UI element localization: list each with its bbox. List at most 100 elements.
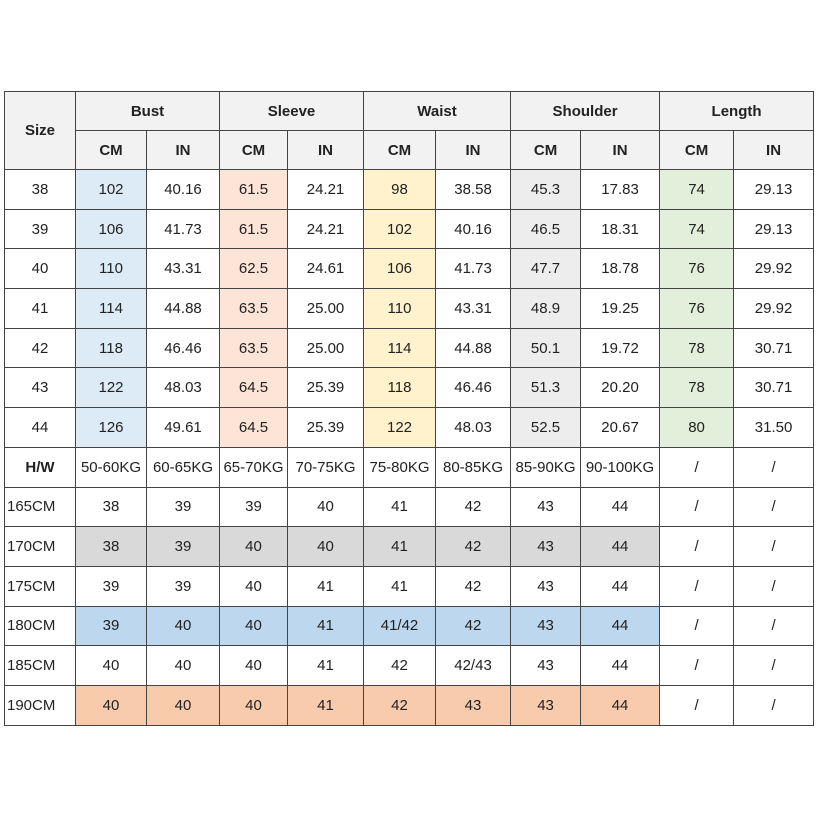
table-cell: 44 <box>580 645 661 686</box>
table-cell: 17.83 <box>580 169 661 210</box>
table-cell: 46.5 <box>510 208 582 250</box>
table-cell: 114 <box>363 327 437 369</box>
table-cell: 51.3 <box>510 367 582 409</box>
size-header: Size <box>4 91 76 170</box>
table-cell: 102 <box>75 169 147 210</box>
table-row: 44 126 49.61 64.5 25.39 122 48.03 52.5 20.67 80 31… <box>4 407 815 448</box>
table-cell: / <box>733 605 815 647</box>
table-cell: 45.3 <box>510 169 582 210</box>
table-cell: 38 <box>75 486 147 528</box>
table-cell: 43 <box>510 645 582 686</box>
table-cell: 44.88 <box>146 288 220 329</box>
table-row: 43 122 48.03 64.5 25.39 118 46.46 51.3 20.20 78 30… <box>4 367 815 409</box>
table-cell: 41 <box>363 486 437 528</box>
table-cell: 122 <box>75 367 147 409</box>
table-cell: 40 <box>286 526 365 567</box>
table-cell: 43.31 <box>435 288 512 329</box>
table-cell: / <box>733 486 815 528</box>
table-cell: 40 <box>219 605 288 647</box>
table-row: 190CM 40 40 40 41 42 43 43 44// <box>4 684 815 726</box>
unit-header: CM <box>75 130 147 170</box>
table-cell: / <box>659 446 735 488</box>
group-header: Length <box>659 91 815 131</box>
group-header: Shoulder <box>510 91 661 131</box>
table-cell: 29.92 <box>733 248 815 290</box>
table-cell: 47.7 <box>510 248 582 290</box>
table-cell: 46.46 <box>435 367 512 409</box>
table-cell: 43 <box>435 684 512 726</box>
table-cell: 40 <box>219 684 288 726</box>
table-cell: 42 <box>363 645 437 686</box>
table-cell: / <box>733 526 815 567</box>
table-cell: 44 <box>580 684 661 726</box>
table-cell: H/W <box>4 446 76 488</box>
table-cell: / <box>733 446 815 488</box>
table-cell: 64.5 <box>219 407 288 448</box>
table-cell: 38.58 <box>435 169 512 210</box>
table-cell: 42 <box>435 486 512 528</box>
table-cell: 126 <box>75 407 147 448</box>
table-cell: 39 <box>146 486 220 528</box>
table-cell: 49.61 <box>146 407 220 448</box>
table-cell: 185CM <box>4 645 76 686</box>
unit-header: CM <box>659 130 735 170</box>
table-cell: 40 <box>146 605 220 647</box>
table-cell: 39 <box>4 208 76 250</box>
table-cell: 42 <box>4 327 76 369</box>
unit-header: IN <box>146 130 220 170</box>
table-cell: 44.88 <box>435 327 512 369</box>
table-cell: 41 <box>286 645 365 686</box>
unit-header: IN <box>286 130 365 170</box>
table-cell: 106 <box>75 208 147 250</box>
table-cell: 40.16 <box>146 169 220 210</box>
table-cell: 50-60KG <box>75 446 147 488</box>
table-cell: 118 <box>363 367 437 409</box>
table-cell: 114 <box>75 288 147 329</box>
table-cell: 41 <box>286 605 365 647</box>
table-cell: 70-75KG <box>286 446 365 488</box>
table-cell: 41.73 <box>435 248 512 290</box>
table-cell: 65-70KG <box>219 446 288 488</box>
unit-header: CM <box>219 130 288 170</box>
table-cell: 38 <box>4 169 76 210</box>
header-row: Size Bust Sleeve Waist Shoulder Length <box>4 91 815 170</box>
unit-header: IN <box>435 130 512 170</box>
group-header: Bust <box>75 91 220 131</box>
table-cell: 44 <box>580 526 661 567</box>
table-cell: / <box>733 684 815 726</box>
table-cell: 20.67 <box>580 407 661 448</box>
table-cell: 29.13 <box>733 208 815 250</box>
table-cell: 44 <box>580 605 661 647</box>
table-row: 165CM 38 39 39 40 41 42 43 44// <box>4 486 815 528</box>
table-cell: 76 <box>659 288 735 329</box>
table-cell: 40 <box>75 684 147 726</box>
table-cell: 41 <box>4 288 76 329</box>
table-cell: / <box>733 645 815 686</box>
table-cell: 42 <box>435 605 512 647</box>
table-cell: 41 <box>363 565 437 607</box>
table-cell: 62.5 <box>219 248 288 290</box>
table-cell: 29.92 <box>733 288 815 329</box>
table-cell: 40 <box>75 645 147 686</box>
table-cell: 43 <box>510 486 582 528</box>
table-cell: / <box>659 684 735 726</box>
table-cell: 74 <box>659 169 735 210</box>
table-cell: 31.50 <box>733 407 815 448</box>
table-cell: 98 <box>363 169 437 210</box>
table-cell: 44 <box>4 407 76 448</box>
table-header: Size Bust Sleeve Waist Shoulder Length CM IN CM I… <box>4 91 815 170</box>
table-cell: / <box>733 565 815 607</box>
table-cell: 48.03 <box>146 367 220 409</box>
table-cell: 24.21 <box>286 208 365 250</box>
table-cell: 40 <box>286 486 365 528</box>
table-cell: 170CM <box>4 526 76 567</box>
table-cell: 85-90KG <box>510 446 582 488</box>
table-cell: 41 <box>363 526 437 567</box>
table-cell: 43 <box>4 367 76 409</box>
table-cell: 43 <box>510 565 582 607</box>
unit-header: IN <box>733 130 815 170</box>
table-row: 180CM 39 40 40 41 41/42 42 43 44// <box>4 605 815 647</box>
table-cell: 39 <box>75 565 147 607</box>
table-cell: 40.16 <box>435 208 512 250</box>
